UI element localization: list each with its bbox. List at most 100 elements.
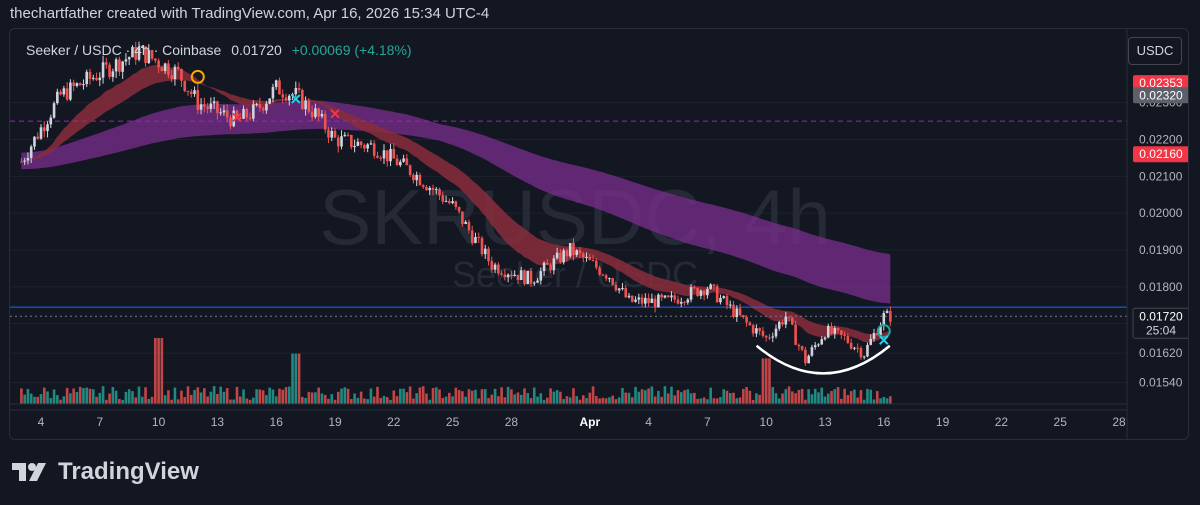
candle-body	[134, 46, 138, 60]
candle-body	[500, 273, 503, 275]
candle-body	[111, 71, 115, 77]
currency-button[interactable]: USDC	[1128, 37, 1182, 65]
volume-bar	[245, 398, 249, 404]
candle-body	[320, 113, 324, 117]
candle-body	[392, 148, 396, 159]
candle-body	[408, 165, 412, 175]
volume-bar	[287, 386, 291, 404]
candle-body	[791, 317, 794, 325]
volume-bar	[160, 338, 164, 404]
volume-bar	[487, 398, 490, 404]
candle-body	[232, 110, 236, 127]
volume-bar	[405, 392, 409, 404]
volume-bar	[209, 391, 213, 404]
volume-bar	[588, 392, 592, 404]
price-label-box	[1133, 87, 1188, 104]
volume-bar	[549, 388, 552, 404]
candle-body	[614, 284, 618, 291]
candle-body	[702, 290, 706, 296]
candle-body	[761, 330, 765, 336]
volume-bar	[794, 393, 797, 404]
volume-bar	[42, 387, 46, 404]
ema-ribbon	[21, 65, 891, 343]
candle-body	[219, 112, 222, 114]
volume-bar	[39, 394, 43, 404]
volume-bar	[216, 394, 219, 404]
signal-x-marker	[291, 94, 301, 104]
volume-bar	[568, 397, 572, 404]
candle-body	[255, 103, 258, 105]
volume-bar	[49, 398, 53, 404]
volume-bar	[268, 387, 271, 404]
y-tick-label: 0.02100	[1139, 169, 1183, 183]
candle-body	[444, 200, 448, 202]
volume-bar	[369, 388, 373, 404]
candle-body	[157, 60, 160, 68]
candle-body	[39, 127, 43, 139]
volume-bar	[75, 391, 79, 404]
volume-bar	[764, 358, 768, 404]
candle-body	[830, 325, 833, 334]
volume-bar	[657, 390, 660, 404]
candle-body	[706, 288, 709, 296]
candle-body	[372, 143, 376, 156]
volume-bar	[536, 396, 539, 404]
volume-bar	[477, 398, 481, 404]
candle-body	[395, 158, 399, 166]
candle-body	[764, 335, 768, 338]
candle-body	[529, 270, 533, 284]
volume-bar	[350, 399, 353, 404]
candle-body	[366, 144, 369, 149]
candle-body	[771, 336, 775, 338]
volume-bar	[330, 394, 334, 404]
candle-body	[163, 63, 167, 72]
volume-bar	[82, 388, 85, 404]
candle-body	[683, 301, 686, 303]
candle-body	[784, 316, 788, 325]
volume-bar	[56, 395, 59, 404]
candle-body	[650, 298, 654, 304]
volume-bar	[385, 397, 389, 404]
candle-body	[666, 295, 670, 298]
volume-bar	[673, 395, 677, 404]
countdown-label: 25:04	[1146, 323, 1176, 337]
volume-bars	[20, 338, 892, 404]
candle-body	[127, 57, 131, 60]
candle-body	[634, 299, 637, 302]
volume-bar	[29, 393, 33, 404]
candle-body	[686, 299, 690, 303]
candle-body	[758, 328, 761, 331]
candle-body	[72, 82, 75, 86]
candle-body	[131, 46, 134, 58]
candle-body	[862, 356, 866, 358]
volume-bar	[196, 387, 200, 404]
candle-body	[121, 61, 124, 72]
volume-bar	[101, 386, 105, 404]
volume-bar	[127, 389, 131, 404]
volume-bar	[784, 389, 788, 404]
candle-body	[781, 321, 784, 325]
candle-body	[866, 344, 869, 357]
volume-bar	[307, 391, 311, 404]
volume-bar	[875, 391, 879, 404]
x-tick-label: 13	[211, 415, 225, 429]
volume-bar	[604, 398, 608, 404]
volume-bar	[523, 388, 526, 404]
volume-bar	[353, 393, 356, 404]
volume-bar	[869, 389, 873, 404]
candle-body	[137, 47, 141, 60]
volume-bar	[52, 389, 56, 404]
candle-body	[483, 248, 487, 255]
candle-body	[379, 157, 383, 159]
volume-bar	[88, 388, 92, 404]
symbol-legend[interactable]: Seeker / USDC · 4h · Coinbase 0.01720 +0…	[26, 42, 418, 58]
x-tick-label: 10	[760, 415, 774, 429]
candle-body	[519, 270, 523, 280]
legend-change: +0.00069 (+4.18%)	[291, 42, 412, 58]
candle-body	[209, 103, 213, 109]
volume-bar	[219, 386, 222, 404]
volume-bar	[683, 390, 686, 404]
volume-bar	[559, 391, 562, 404]
